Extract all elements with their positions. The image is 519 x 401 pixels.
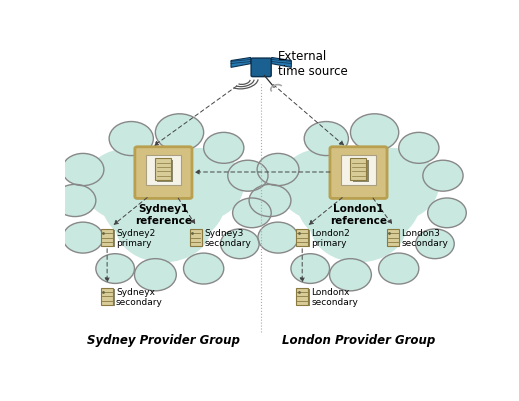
Circle shape [343, 148, 439, 223]
Circle shape [134, 259, 176, 291]
Circle shape [83, 148, 180, 223]
Circle shape [304, 122, 348, 156]
Circle shape [399, 133, 439, 164]
Circle shape [423, 161, 463, 192]
Circle shape [233, 198, 271, 228]
Text: Sydneyx
secondary: Sydneyx secondary [116, 287, 163, 306]
Circle shape [228, 161, 268, 192]
FancyBboxPatch shape [103, 290, 115, 306]
FancyBboxPatch shape [103, 231, 115, 248]
Circle shape [416, 229, 454, 259]
FancyBboxPatch shape [157, 160, 173, 182]
Circle shape [249, 185, 291, 217]
Text: London Provider Group: London Provider Group [282, 333, 435, 346]
Polygon shape [271, 58, 291, 68]
FancyBboxPatch shape [135, 148, 192, 199]
Circle shape [96, 254, 134, 284]
Circle shape [184, 253, 224, 284]
FancyBboxPatch shape [388, 231, 400, 248]
FancyBboxPatch shape [387, 229, 399, 247]
FancyBboxPatch shape [189, 229, 201, 247]
Circle shape [379, 253, 419, 284]
Polygon shape [231, 58, 251, 68]
Circle shape [115, 188, 212, 263]
Circle shape [54, 185, 96, 217]
Circle shape [221, 229, 259, 259]
Text: London3
secondary: London3 secondary [402, 228, 448, 248]
FancyBboxPatch shape [340, 156, 376, 186]
FancyBboxPatch shape [191, 231, 203, 248]
FancyBboxPatch shape [296, 229, 308, 247]
FancyBboxPatch shape [298, 290, 310, 306]
Text: External
time source: External time source [278, 50, 348, 78]
Circle shape [291, 254, 330, 284]
FancyBboxPatch shape [101, 288, 113, 305]
Text: Sydney Provider Group: Sydney Provider Group [87, 333, 240, 346]
Circle shape [203, 133, 244, 164]
FancyBboxPatch shape [251, 59, 271, 77]
Text: Sydney3
secondary: Sydney3 secondary [204, 228, 251, 248]
Circle shape [278, 148, 375, 223]
Text: Sydney2
primary: Sydney2 primary [116, 228, 155, 248]
Circle shape [101, 153, 226, 249]
FancyBboxPatch shape [101, 229, 113, 247]
FancyBboxPatch shape [350, 159, 366, 181]
Text: Londonx
secondary: Londonx secondary [311, 287, 358, 306]
Circle shape [155, 115, 203, 152]
Circle shape [109, 122, 154, 156]
FancyBboxPatch shape [352, 160, 368, 182]
FancyBboxPatch shape [146, 156, 181, 186]
Text: London2
primary: London2 primary [311, 228, 350, 248]
FancyBboxPatch shape [330, 148, 387, 199]
Circle shape [428, 198, 466, 228]
Circle shape [258, 223, 298, 253]
Circle shape [63, 223, 103, 253]
Text: London1
reference: London1 reference [330, 203, 387, 225]
Text: Sydney1
reference: Sydney1 reference [135, 203, 192, 225]
Circle shape [310, 188, 407, 263]
Circle shape [350, 115, 399, 152]
Circle shape [257, 154, 299, 186]
FancyBboxPatch shape [155, 159, 171, 181]
FancyBboxPatch shape [298, 231, 310, 248]
Circle shape [296, 153, 421, 249]
FancyBboxPatch shape [296, 288, 308, 305]
Circle shape [330, 259, 372, 291]
Circle shape [62, 154, 104, 186]
Circle shape [147, 148, 244, 223]
